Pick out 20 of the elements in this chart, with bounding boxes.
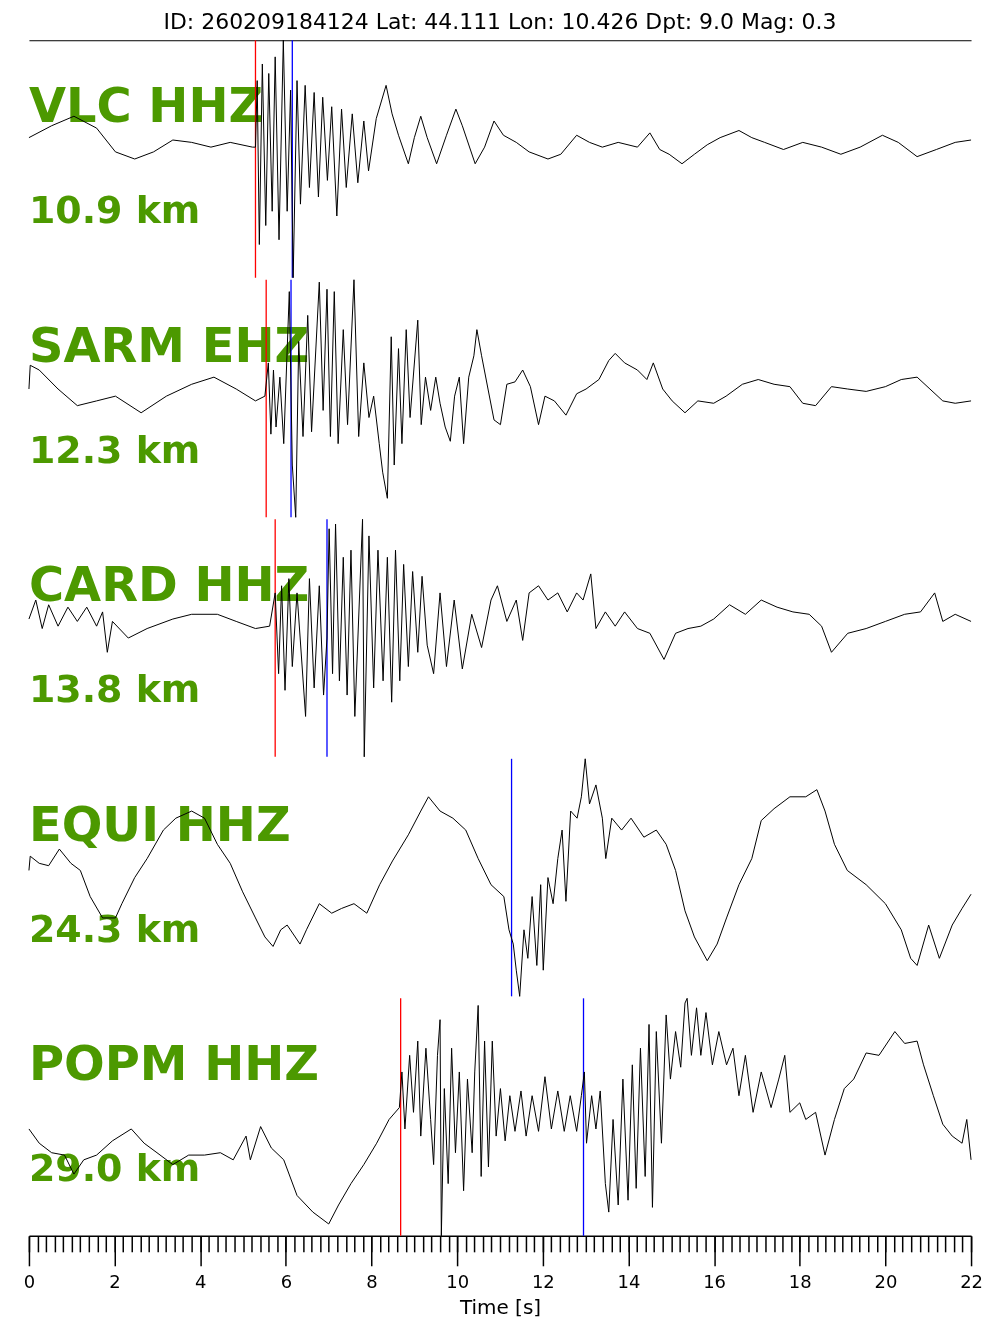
x-axis-title: Time [s] [458, 1295, 542, 1320]
x-tick-label: 22 [960, 1271, 983, 1293]
annotation: 13.8 km [28, 667, 201, 712]
annotation: POPM HHZ [28, 1036, 320, 1092]
annotation: 10.9 km [28, 188, 201, 233]
annotation: 24.3 km [28, 906, 201, 951]
x-tick-label: 16 [703, 1271, 727, 1293]
x-tick-label: 6 [280, 1271, 293, 1293]
chart-title: ID: 260209184124 Lat: 44.111 Lon: 10.426 Dpt: 9.0 Mag: 0.3 [163, 8, 837, 34]
x-tick-label: 8 [366, 1271, 378, 1293]
x-tick-label: 10 [446, 1271, 470, 1293]
x-tick-label: 14 [617, 1271, 641, 1293]
x-tick-label: 4 [195, 1271, 207, 1293]
x-tick-label: 0 [23, 1271, 36, 1293]
annotation: 29.0 km [28, 1146, 201, 1191]
x-tick-label: 18 [788, 1271, 812, 1293]
x-tick-label: 2 [109, 1271, 121, 1293]
annotation: 12.3 km [28, 427, 201, 472]
x-tick-label: 12 [531, 1271, 555, 1293]
x-tick-label: 20 [874, 1271, 898, 1293]
